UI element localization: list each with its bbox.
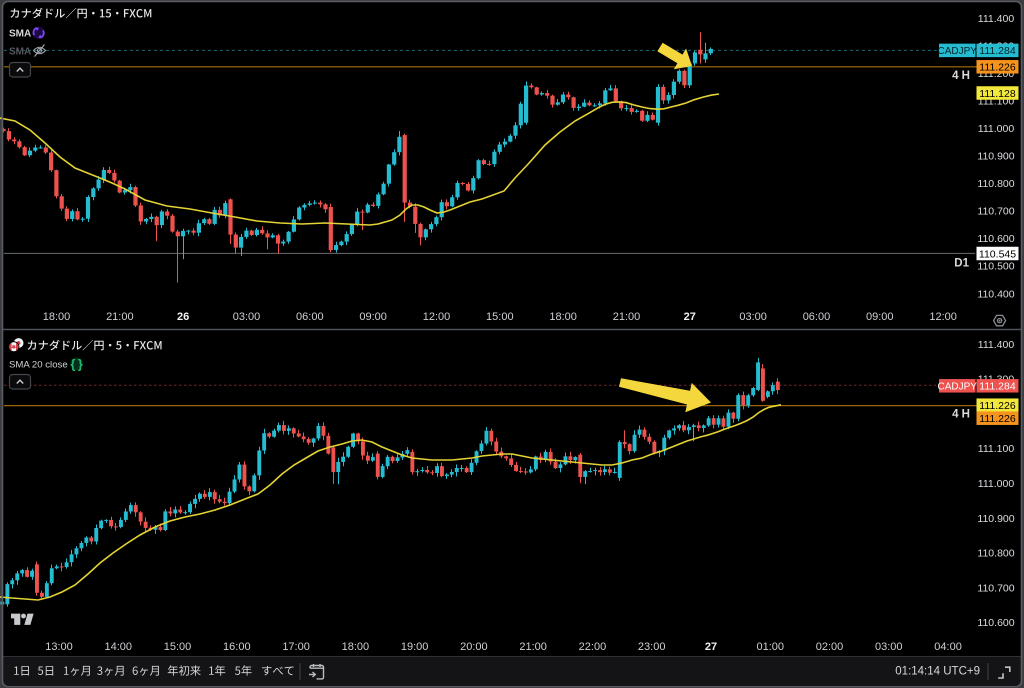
svg-text:03:00: 03:00 — [233, 311, 261, 323]
svg-text:02:00: 02:00 — [816, 641, 844, 653]
svg-text:04:00: 04:00 — [934, 641, 962, 653]
svg-text:18:00: 18:00 — [43, 311, 71, 323]
svg-text:110.700: 110.700 — [977, 582, 1014, 594]
svg-text:15:00: 15:00 — [164, 641, 192, 653]
svg-text:21:00: 21:00 — [106, 311, 134, 323]
svg-text:110.545: 110.545 — [979, 248, 1016, 260]
svg-text:20:00: 20:00 — [460, 641, 488, 653]
svg-text:111.000: 111.000 — [978, 478, 1015, 490]
svg-text:110.500: 110.500 — [977, 261, 1014, 273]
svg-text:111.100: 111.100 — [978, 443, 1015, 455]
svg-text:27: 27 — [684, 311, 696, 323]
svg-text:23:00: 23:00 — [638, 641, 666, 653]
svg-text:4 H: 4 H — [952, 70, 970, 82]
svg-text:03:00: 03:00 — [875, 641, 903, 653]
svg-text:111.284: 111.284 — [979, 381, 1016, 393]
svg-text:15:00: 15:00 — [486, 311, 514, 323]
svg-text:SMA: SMA — [9, 47, 31, 58]
svg-text:18:00: 18:00 — [549, 311, 577, 323]
svg-text:27: 27 — [705, 641, 717, 653]
svg-text:09:00: 09:00 — [866, 311, 894, 323]
svg-text:18:00: 18:00 — [342, 641, 370, 653]
svg-text:D1: D1 — [954, 258, 969, 270]
svg-text:CADJPY: CADJPY — [937, 46, 977, 57]
svg-text:12:00: 12:00 — [423, 311, 451, 323]
svg-text:13:00: 13:00 — [45, 641, 73, 653]
svg-text:01:00: 01:00 — [756, 641, 784, 653]
svg-text:4 H: 4 H — [952, 409, 970, 421]
svg-text:SMA: SMA — [9, 29, 31, 40]
svg-text:111.284: 111.284 — [979, 45, 1016, 57]
svg-text:111.226: 111.226 — [979, 400, 1016, 412]
svg-text:111.000: 111.000 — [978, 123, 1015, 135]
svg-text:16:00: 16:00 — [223, 641, 251, 653]
svg-text:12:00: 12:00 — [929, 311, 957, 323]
svg-text:19:00: 19:00 — [401, 641, 429, 653]
svg-text:110.900: 110.900 — [977, 513, 1014, 525]
svg-text:21:00: 21:00 — [613, 311, 641, 323]
svg-text:110.600: 110.600 — [977, 233, 1014, 245]
svg-text:110.400: 110.400 — [977, 288, 1014, 300]
svg-text:110.800: 110.800 — [977, 178, 1014, 190]
svg-text:111.400: 111.400 — [978, 13, 1015, 25]
svg-text:111.400: 111.400 — [978, 339, 1015, 351]
svg-text:{ }: { } — [71, 357, 83, 371]
svg-text:111.226: 111.226 — [979, 62, 1016, 74]
svg-text:110.700: 110.700 — [977, 206, 1014, 218]
svg-text:SMA 20 close: SMA 20 close — [9, 359, 68, 370]
svg-text:06:00: 06:00 — [296, 311, 324, 323]
svg-text:22:00: 22:00 — [579, 641, 607, 653]
svg-text:111.226: 111.226 — [979, 413, 1016, 425]
svg-text:CADJPY: CADJPY — [937, 381, 977, 392]
svg-text:111.128: 111.128 — [979, 88, 1016, 100]
svg-text:06:00: 06:00 — [803, 311, 831, 323]
svg-text:01:14:14 UTC+9: 01:14:14 UTC+9 — [895, 666, 980, 678]
svg-text:17:00: 17:00 — [282, 641, 310, 653]
svg-text:26: 26 — [177, 311, 189, 323]
svg-text:09:00: 09:00 — [359, 311, 387, 323]
svg-text:110.800: 110.800 — [977, 548, 1014, 560]
svg-text:110.600: 110.600 — [977, 617, 1014, 629]
svg-text:03:00: 03:00 — [739, 311, 767, 323]
svg-text:21:00: 21:00 — [519, 641, 547, 653]
svg-text:14:00: 14:00 — [105, 641, 133, 653]
svg-text:110.900: 110.900 — [977, 151, 1014, 163]
